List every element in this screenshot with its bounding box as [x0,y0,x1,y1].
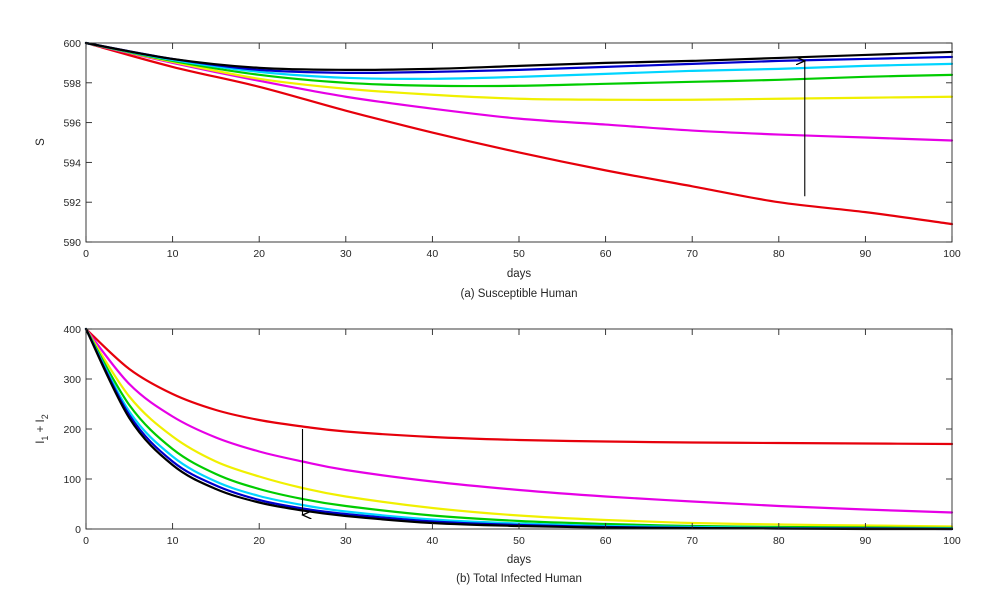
panel-a-x-tick-label: 30 [340,248,352,260]
panel-b-y-axis-subscript-1: 1 [40,436,50,441]
panel-a-x-tick-label: 80 [773,248,785,260]
panel-a-y-tick-label: 596 [63,118,81,130]
panel-b-lines [84,327,954,531]
panel-b-y-axis-subscript-2: 2 [40,414,50,419]
panel-b-x-tick-label: 0 [83,535,89,547]
panel-b-series-line-7 [84,327,954,531]
panel-b-series-line-3 [84,327,954,528]
panel-a-y-tick-label: 594 [63,157,81,169]
panel-a-series-line-2 [84,41,954,142]
panel-b-y-ticks: 0 100 200 300 400 [63,324,952,536]
panel-b-x-ticks: 0 10 20 30 40 50 60 70 80 90 100 [83,329,961,547]
panel-a-x-tick-label: 40 [427,248,439,260]
panel-a-y-tick-label: 590 [63,237,81,249]
panel-a-caption: (a) Susceptible Human [461,288,578,300]
panel-a-x-tick-label: 50 [513,248,525,260]
panel-b-x-tick-label: 90 [860,535,872,547]
panel-a-x-tick-label: 90 [860,248,872,260]
panel-a: 0 10 20 30 40 50 60 70 80 90 100 590 592 594 596 598 60… [35,38,961,300]
panel-b-y-tick-label: 100 [63,474,81,486]
panel-a-x-tick-label: 0 [83,248,89,260]
panel-a-x-axis-label: days [507,268,532,280]
panel-a-x-tick-label: 20 [253,248,265,260]
panel-b: 0 10 20 30 40 50 60 70 80 90 100 0 100 200 300 400 day… [35,324,961,585]
panel-b-frame [85,328,953,530]
panel-b-x-tick-label: 20 [253,535,265,547]
panel-b-y-tick-label: 300 [63,374,81,386]
panel-b-x-tick-label: 70 [686,535,698,547]
panel-b-series-line-5 [84,327,954,530]
panel-b-series-line-4 [84,327,954,530]
panel-b-x-tick-label: 50 [513,535,525,547]
panel-a-y-ticks: 590 592 594 596 598 600 [63,38,952,249]
panel-a-series-line-3 [84,41,954,101]
panel-b-caption: (b) Total Infected Human [456,573,582,585]
panel-b-series-line-6 [84,327,954,531]
panel-b-series-line-2 [84,327,954,514]
panel-b-y-tick-label: 200 [63,424,81,436]
panel-b-x-tick-label: 60 [600,535,612,547]
panel-b-x-tick-label: 40 [427,535,439,547]
panel-a-x-tick-label: 100 [943,248,961,260]
panel-b-y-axis-plus: + I [35,419,47,435]
panel-a-x-tick-label: 70 [686,248,698,260]
panel-a-series-line-1 [84,41,954,226]
panel-a-x-tick-label: 10 [167,248,179,260]
panel-b-x-tick-label: 100 [943,535,961,547]
panel-a-y-tick-label: 592 [63,197,81,209]
panel-b-x-axis-label: days [507,554,532,566]
panel-a-lines [84,41,954,226]
panel-b-y-tick-label: 0 [75,524,81,536]
panel-b-y-axis-label: I1 + I2 [35,414,50,444]
panel-a-x-tick-label: 60 [600,248,612,260]
panel-b-x-tick-label: 80 [773,535,785,547]
panel-b-series-line-1 [84,327,954,446]
panel-b-x-tick-label: 10 [167,535,179,547]
panel-b-y-tick-label: 400 [63,324,81,336]
panel-b-x-tick-label: 30 [340,535,352,547]
panel-a-x-ticks: 0 10 20 30 40 50 60 70 80 90 100 [83,43,961,260]
panel-a-y-axis-label: S [35,138,47,146]
panel-a-y-tick-label: 600 [63,38,81,50]
panel-a-y-tick-label: 598 [63,78,81,90]
